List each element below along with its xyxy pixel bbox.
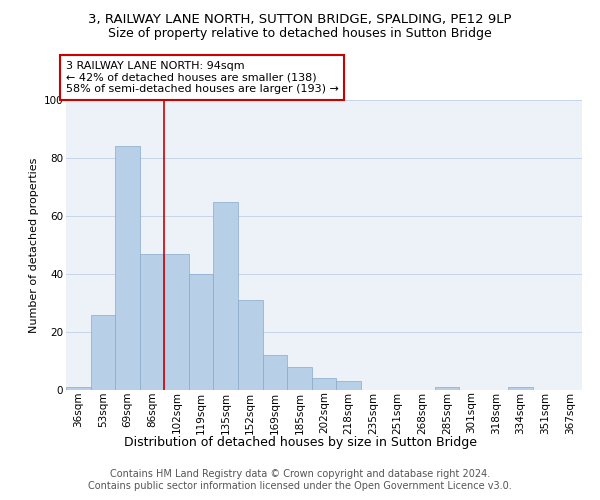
Bar (66, 387, 91, 390)
Bar (115, 146, 140, 390)
Text: 3 RAILWAY LANE NORTH: 94sqm
← 42% of detached houses are smaller (138)
58% of se: 3 RAILWAY LANE NORTH: 94sqm ← 42% of det… (66, 61, 339, 94)
Bar (91, 314, 115, 390)
Bar (287, 367, 312, 390)
Text: Contains public sector information licensed under the Open Government Licence v3: Contains public sector information licen… (88, 481, 512, 491)
Text: 3, RAILWAY LANE NORTH, SUTTON BRIDGE, SPALDING, PE12 9LP: 3, RAILWAY LANE NORTH, SUTTON BRIDGE, SP… (88, 12, 512, 26)
Bar (312, 378, 336, 390)
Bar (140, 254, 164, 390)
Bar (164, 254, 189, 390)
Bar (189, 274, 214, 390)
Bar (214, 202, 238, 390)
Text: Distribution of detached houses by size in Sutton Bridge: Distribution of detached houses by size … (124, 436, 476, 449)
Y-axis label: Number of detached properties: Number of detached properties (29, 158, 40, 332)
Bar (434, 387, 459, 390)
Bar (508, 387, 533, 390)
Text: Size of property relative to detached houses in Sutton Bridge: Size of property relative to detached ho… (108, 28, 492, 40)
Bar (336, 382, 361, 390)
Bar (263, 355, 287, 390)
Text: Contains HM Land Registry data © Crown copyright and database right 2024.: Contains HM Land Registry data © Crown c… (110, 469, 490, 479)
Bar (238, 300, 263, 390)
